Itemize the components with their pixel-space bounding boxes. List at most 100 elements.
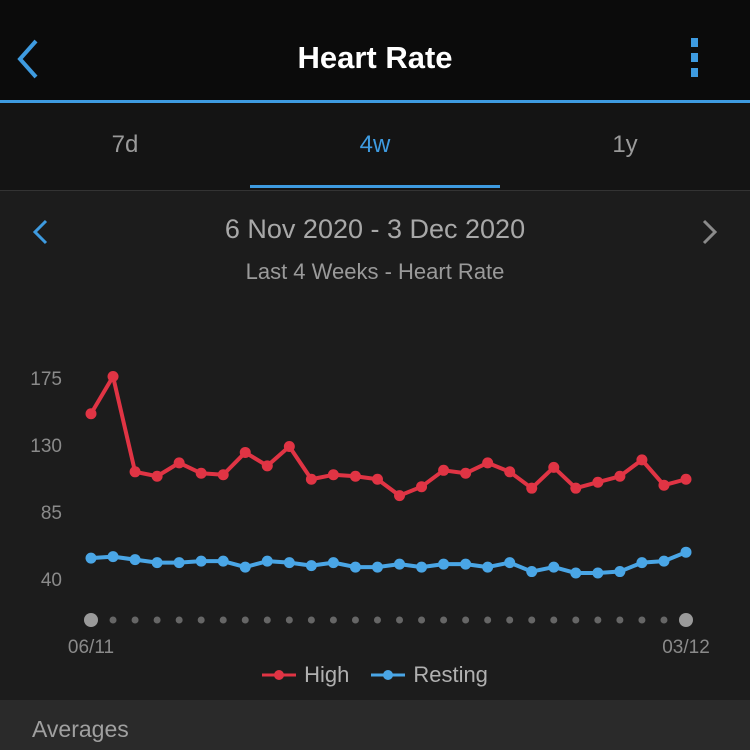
x-day-dot <box>307 616 315 624</box>
resting-point <box>217 555 229 567</box>
x-day-dot <box>263 616 271 624</box>
more-menu-button[interactable] <box>686 38 702 80</box>
resting-point <box>636 557 648 569</box>
resting-point <box>680 546 692 558</box>
y-tick-label: 130 <box>30 436 62 457</box>
resting-point <box>349 561 361 573</box>
resting-point <box>173 557 185 569</box>
x-day-dot <box>241 616 249 624</box>
x-day-dot <box>329 616 337 624</box>
y-tick-label: 175 <box>30 369 62 390</box>
averages-label: Averages <box>32 716 129 742</box>
chart-subtitle: Last 4 Weeks - Heart Rate <box>245 259 505 284</box>
high-point <box>592 476 604 488</box>
x-day-dot <box>418 616 426 624</box>
high-point <box>217 469 229 481</box>
legend-resting-label: Resting <box>413 662 488 687</box>
back-button[interactable] <box>14 38 44 80</box>
high-point <box>416 481 428 493</box>
averages-section[interactable]: Averages <box>0 700 750 750</box>
x-day-dot <box>153 616 161 624</box>
x-day-dot <box>616 616 624 624</box>
legend-resting-swatch <box>371 670 406 680</box>
resting-point <box>129 554 141 566</box>
resting-point <box>327 557 339 569</box>
high-point <box>107 371 119 383</box>
resting-point <box>460 558 472 570</box>
legend-high-swatch <box>262 670 297 680</box>
high-point <box>349 470 361 482</box>
high-point <box>482 457 494 469</box>
x-day-dot <box>197 616 205 624</box>
resting-point <box>195 555 207 567</box>
resting-point <box>371 561 383 573</box>
resting-point <box>85 552 97 564</box>
resting-point <box>482 561 494 573</box>
high-point <box>239 446 251 458</box>
x-day-dot <box>660 616 668 624</box>
x-tick-first: 06/11 <box>68 637 114 658</box>
previous-period-button[interactable] <box>28 215 58 249</box>
resting-point <box>592 567 604 579</box>
high-point <box>195 467 207 479</box>
tab-7d[interactable]: 7d <box>111 131 139 158</box>
high-point <box>261 460 273 472</box>
x-day-dot <box>109 616 117 624</box>
resting-point <box>504 557 516 569</box>
resting-point <box>305 560 317 572</box>
high-point <box>173 457 185 469</box>
high-point <box>438 464 450 476</box>
high-point <box>460 467 472 479</box>
x-day-dot <box>679 613 693 627</box>
period-tabs: 7d 4w 1y <box>0 103 750 191</box>
x-day-dot <box>462 616 470 624</box>
chevron-left-icon <box>32 219 48 245</box>
page-title: Heart Rate <box>297 40 453 75</box>
x-day-dot <box>506 616 514 624</box>
tab-1y[interactable]: 1y <box>612 131 638 158</box>
high-point <box>85 408 97 420</box>
x-day-dot <box>84 613 98 627</box>
high-point <box>548 461 560 473</box>
x-day-dot <box>572 616 580 624</box>
x-day-dot <box>440 616 448 624</box>
resting-point <box>261 555 273 567</box>
x-day-dot <box>528 616 536 624</box>
tab-4w[interactable]: 4w <box>250 103 500 190</box>
high-point <box>680 473 692 485</box>
high-line <box>89 374 687 498</box>
x-day-dot <box>594 616 602 624</box>
chevron-right-icon <box>702 219 718 245</box>
resting-point <box>658 555 670 567</box>
legend-high-label: High <box>304 662 350 687</box>
y-tick-label: 40 <box>41 570 62 591</box>
high-point <box>394 490 406 502</box>
resting-point <box>151 557 163 569</box>
x-day-dot <box>285 616 293 624</box>
header: Heart Rate <box>0 0 750 103</box>
x-day-dot <box>396 616 404 624</box>
heart-rate-chart: 175 130 85 40 06/11 03/12 <box>30 369 709 658</box>
resting-point <box>283 557 295 569</box>
high-point <box>526 482 538 494</box>
x-day-dot <box>373 616 381 624</box>
high-point <box>504 466 516 478</box>
high-point <box>636 454 648 466</box>
legend: High Resting <box>0 662 750 688</box>
x-day-dot <box>484 616 492 624</box>
more-vertical-icon <box>690 38 698 47</box>
resting-point <box>239 561 251 573</box>
chevron-left-icon <box>17 39 38 79</box>
y-tick-label: 85 <box>41 503 62 524</box>
resting-point <box>614 566 626 578</box>
high-point <box>283 440 295 452</box>
high-point <box>327 469 339 481</box>
x-day-dot <box>638 616 646 624</box>
high-point <box>305 473 317 485</box>
x-day-dot <box>219 616 227 624</box>
high-point <box>371 473 383 485</box>
date-range: 6 Nov 2020 - 3 Dec 2020 <box>224 214 526 244</box>
resting-point <box>570 567 582 579</box>
resting-point <box>394 558 406 570</box>
next-period-button[interactable] <box>696 215 726 249</box>
